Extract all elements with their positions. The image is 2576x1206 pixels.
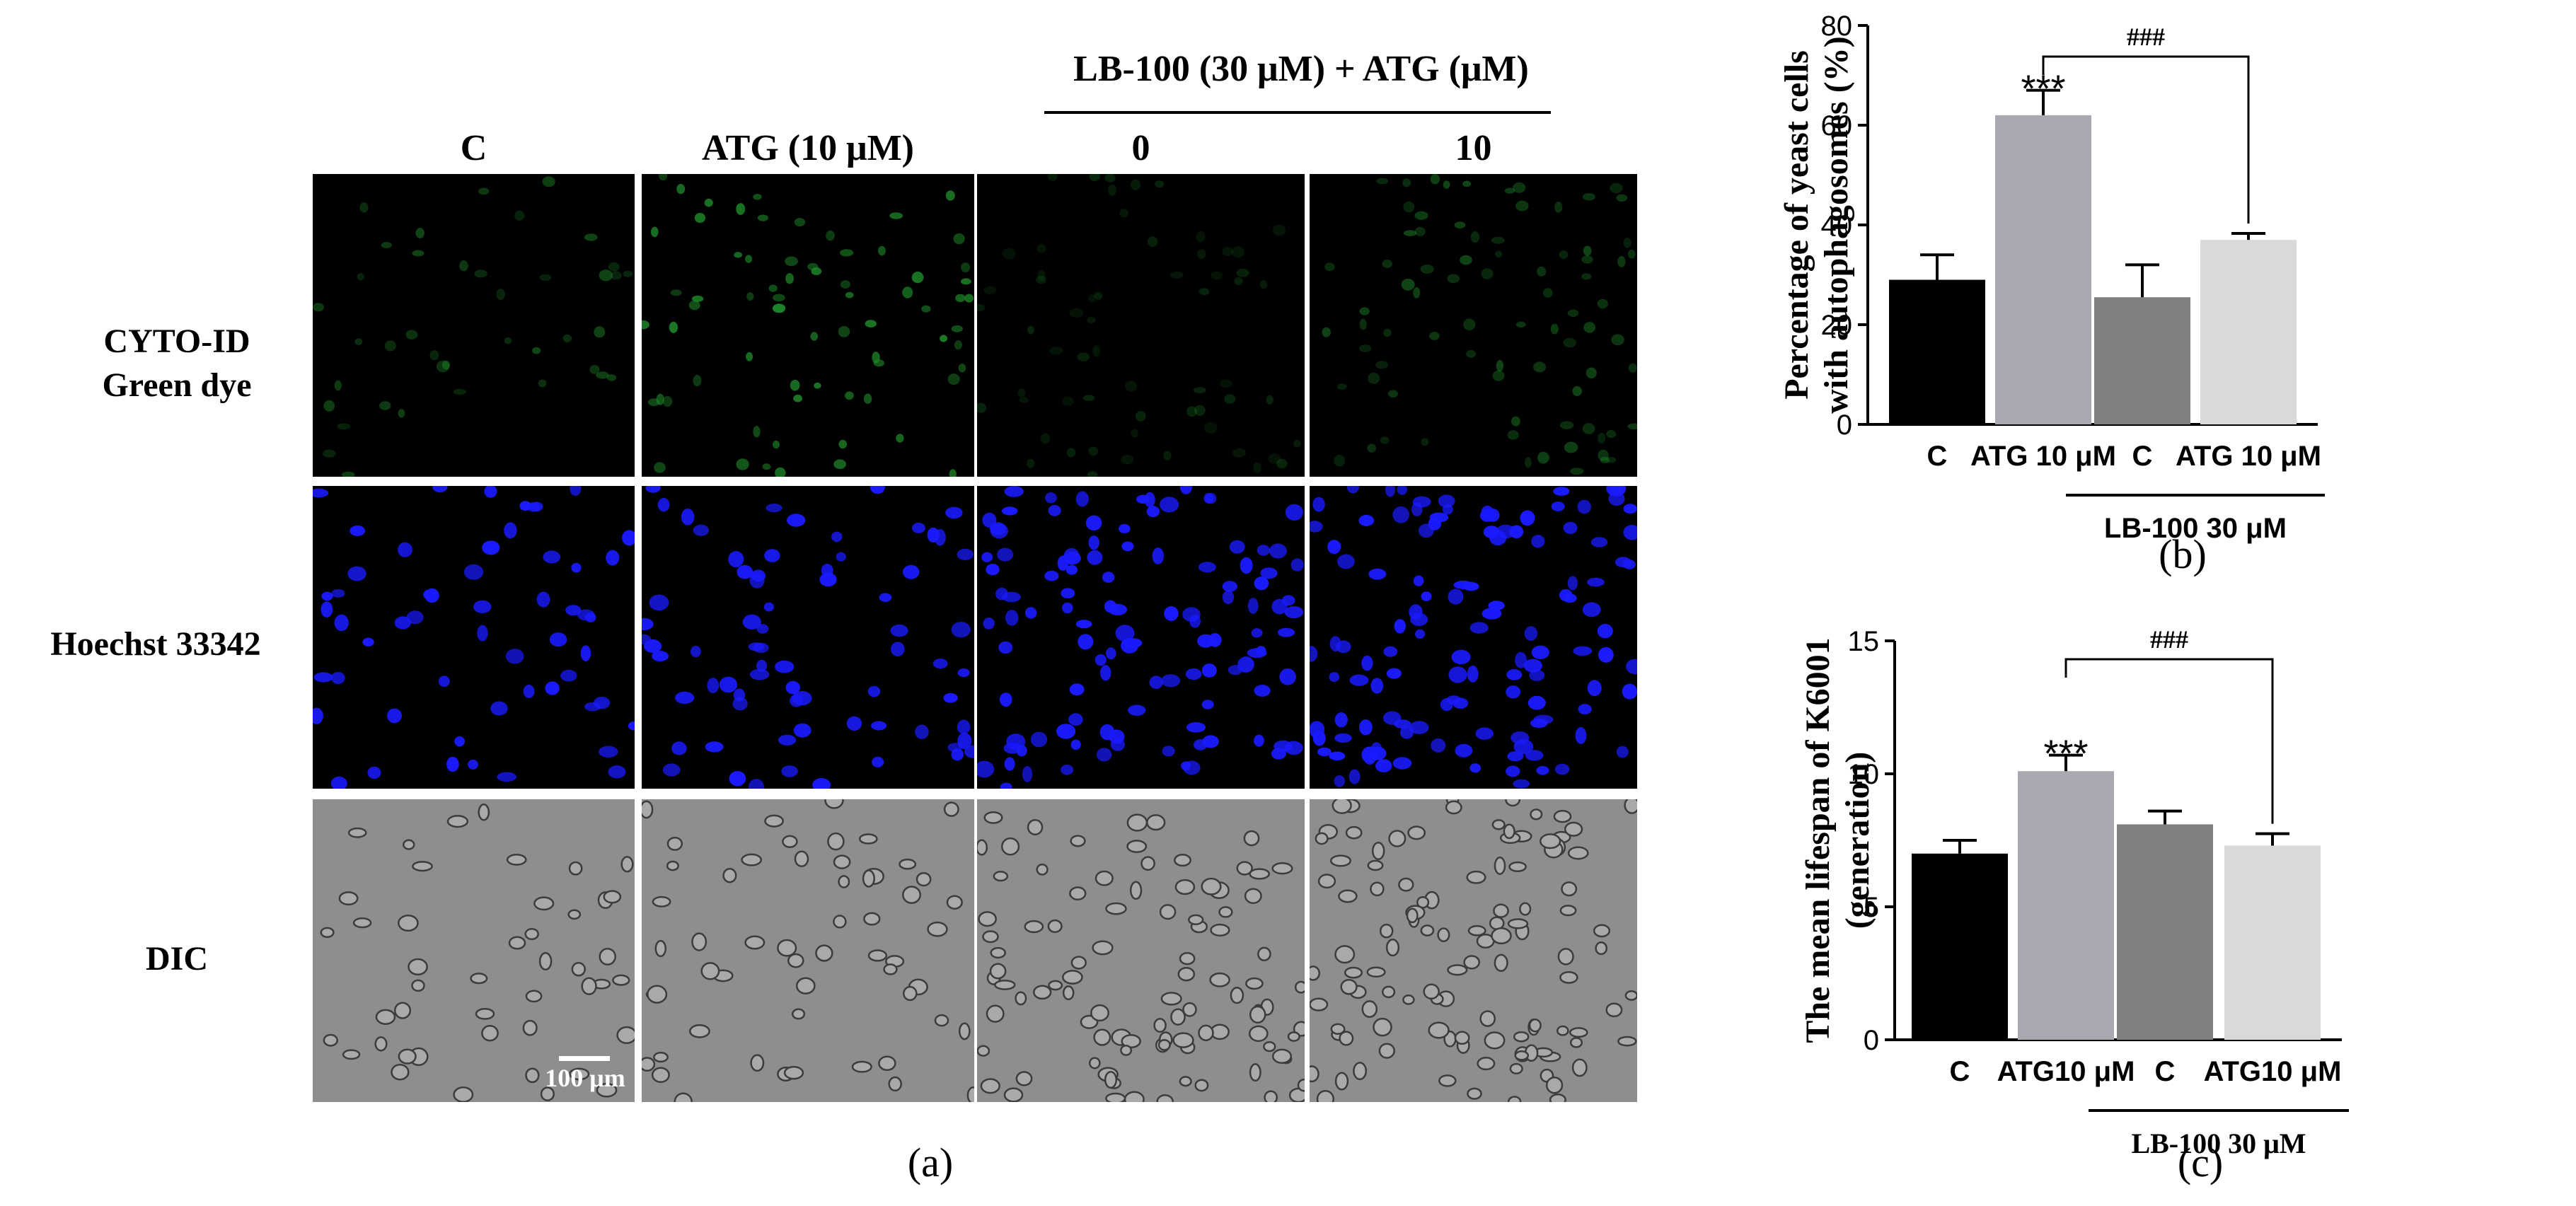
micrograph-dic-col1 — [313, 799, 635, 1102]
comparison-bracket — [2064, 658, 2274, 824]
group-label: LB-100 30 μM — [2131, 1127, 2306, 1159]
y-tick-label: 0 — [1837, 410, 1852, 441]
comparison-bracket — [2042, 55, 2250, 224]
micrograph-hoechst-col2 — [642, 486, 974, 789]
scale-bar-label: 100 μm — [545, 1064, 625, 1092]
micrograph-hoechst-col4 — [1310, 486, 1637, 789]
y-axis-label: Percentage of yeast cellswith autophagos… — [1778, 36, 1855, 413]
panel-c-letter: (c) — [2177, 1140, 2224, 1185]
y-axis-label-line2: with autophagosomes (%) — [1818, 36, 1855, 413]
bar-3 — [2094, 297, 2190, 424]
y-tick-label: 20 — [1821, 310, 1853, 341]
y-axis-label-line2: (generation) — [1839, 752, 1876, 929]
group-label: LB-100 30 μM — [2104, 513, 2287, 544]
row-label-dic: DIC — [145, 940, 208, 978]
group-header: LB-100 (30 μM) + ATG (μM) — [1073, 49, 1529, 89]
comparison-label: ### — [2127, 23, 2165, 51]
y-tick-label: 60 — [1821, 110, 1853, 141]
x-tick-label: ATG10 μM — [1997, 1056, 2135, 1087]
micrograph-hoechst-col1 — [313, 486, 635, 789]
y-axis-label: The mean lifespan of K6001(generation) — [1799, 637, 1876, 1043]
micrograph-dic-col2 — [642, 799, 974, 1102]
y-tick-label: 80 — [1821, 11, 1853, 42]
y-axis-label-line1: Percentage of yeast cells — [1778, 50, 1815, 400]
chart-c: 0 5 10 15 C ATG10 μM C ATG10 μM *** ### LB-100 30 … — [1755, 601, 2576, 1159]
y-tick-label: 5 — [1864, 892, 1879, 923]
chart-b: 0 20 40 60 80 C ATG 10 μM C ATG 10 μM *** ### LB-10… — [1755, 0, 2576, 587]
x-tick-label: C — [1927, 441, 1948, 472]
significance-marker: *** — [2043, 733, 2088, 775]
comparison-label: ### — [2150, 625, 2188, 654]
x-tick-label: C — [1950, 1056, 1970, 1087]
y-tick-label: 0 — [1864, 1025, 1879, 1056]
y-axis-label-line1: The mean lifespan of K6001 — [1799, 637, 1837, 1043]
micrograph-dic-col3 — [977, 799, 1305, 1102]
bar-4 — [2224, 845, 2321, 1040]
micrograph-hoechst-col3 — [977, 486, 1305, 789]
panel-a-letter: (a) — [907, 1140, 954, 1185]
x-tick-label: C — [2155, 1056, 2176, 1087]
scale-bar — [559, 1056, 610, 1061]
y-tick-label: 10 — [1848, 759, 1880, 790]
row-label-hoechst: Hoechst 33342 — [50, 625, 261, 663]
column-header-lb100-atg10: 10 — [1455, 128, 1492, 168]
bar-1 — [1889, 279, 1985, 424]
bar-2 — [1995, 115, 2091, 424]
column-header-lb100-atg0: 0 — [1131, 128, 1150, 168]
panel-b-letter: (b) — [2159, 531, 2207, 577]
bar-2 — [2018, 771, 2114, 1040]
micrograph-cyto-id-col2 — [642, 174, 974, 477]
x-tick-label: ATG 10 μM — [2176, 441, 2321, 472]
bar-1 — [1912, 853, 2008, 1040]
column-header-atg: ATG (10 μM) — [701, 128, 914, 168]
chart-c-plot: 0 5 10 15 C ATG10 μM C ATG10 μM *** ### LB-100 30 … — [1799, 625, 2349, 1159]
row-label-cyto-id: CYTO-ID Green dye — [102, 323, 252, 404]
x-tick-label: ATG10 μM — [2204, 1056, 2342, 1087]
micrograph-cyto-id-col3 — [977, 174, 1305, 477]
micrograph-cyto-id-col1 — [313, 174, 635, 477]
micrograph-cyto-id-col4 — [1310, 174, 1637, 477]
group-header-line — [1044, 111, 1551, 114]
bar-4 — [2200, 240, 2297, 424]
x-tick-label: ATG 10 μM — [1970, 441, 2116, 472]
x-tick-label: C — [2132, 441, 2153, 472]
micrograph-dic-col4 — [1310, 799, 1637, 1102]
y-tick-label: 40 — [1821, 210, 1853, 241]
y-tick-label: 15 — [1848, 626, 1880, 657]
bar-3 — [2117, 824, 2213, 1040]
column-header-control: C — [460, 128, 487, 168]
